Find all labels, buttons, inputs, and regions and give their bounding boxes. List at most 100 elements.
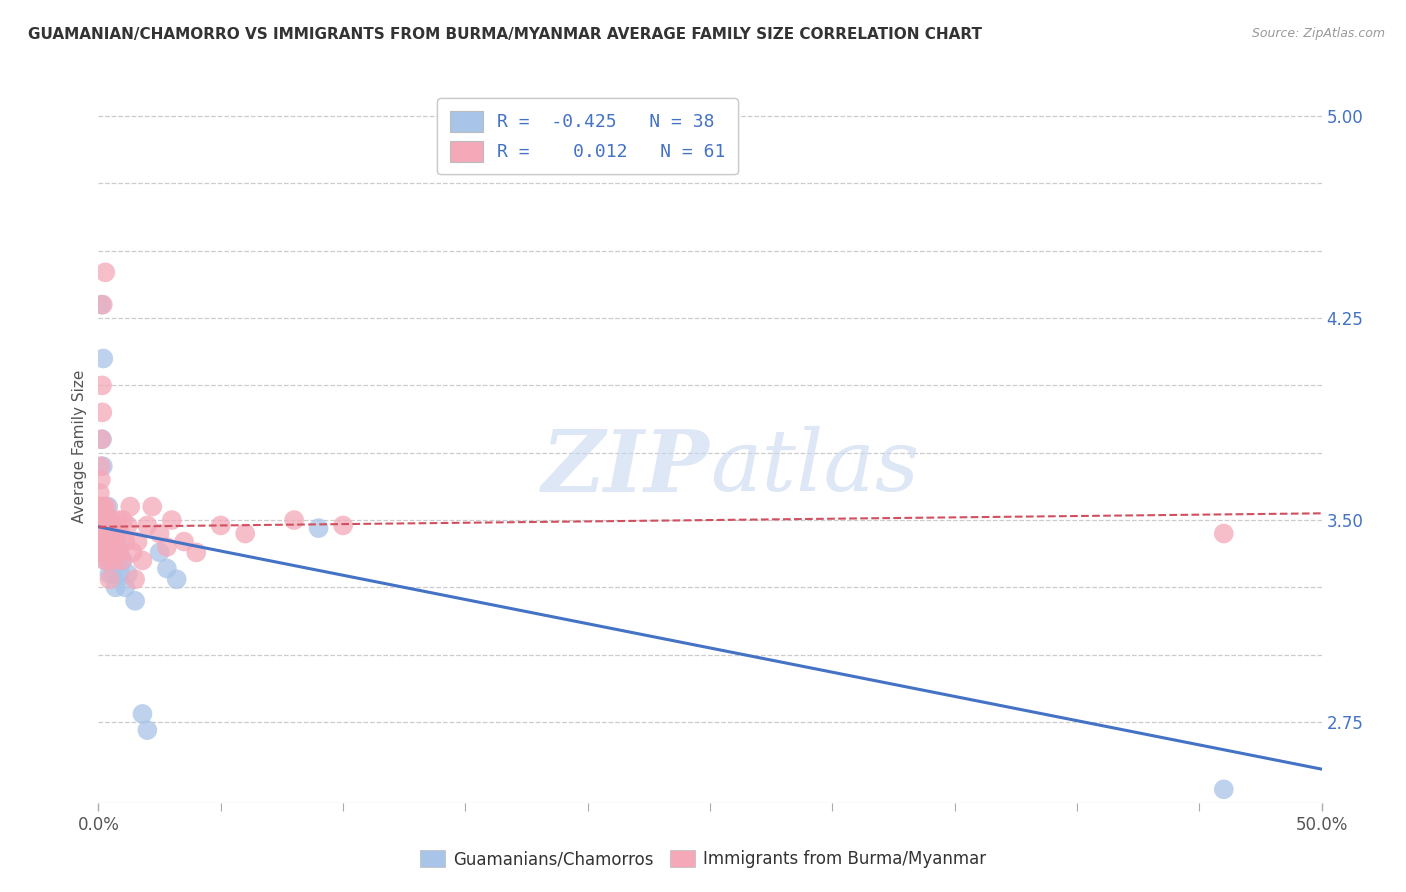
Text: ZIP: ZIP (543, 425, 710, 509)
Point (332, 518, 354, 533)
Point (98, 572, 121, 586)
Point (91, 432, 114, 446)
Point (90, 540, 112, 554)
Point (89, 534, 111, 549)
Text: atlas: atlas (710, 426, 920, 508)
Point (117, 518, 139, 533)
Point (103, 545, 125, 559)
Point (283, 513, 305, 527)
Point (111, 553, 134, 567)
Point (89, 545, 111, 559)
Point (131, 706, 153, 721)
Point (141, 500, 163, 514)
Point (110, 526, 132, 541)
Point (91, 298, 114, 312)
Point (166, 572, 188, 586)
Text: Source: ZipAtlas.com: Source: ZipAtlas.com (1251, 27, 1385, 40)
Point (91, 459, 114, 474)
Point (124, 572, 146, 586)
Point (1212, 782, 1234, 797)
Point (103, 553, 125, 567)
Point (136, 723, 159, 737)
Point (94, 553, 117, 567)
Point (104, 518, 127, 533)
Point (156, 561, 179, 575)
Point (111, 553, 134, 567)
Point (111, 513, 134, 527)
Point (89, 513, 111, 527)
Point (90, 432, 112, 446)
Point (110, 566, 132, 581)
Point (98, 534, 121, 549)
Point (90, 473, 112, 487)
Point (114, 580, 136, 594)
Point (127, 534, 149, 549)
Point (101, 534, 124, 549)
Point (91, 526, 114, 541)
Point (93, 513, 115, 527)
Point (90, 500, 112, 514)
Point (96, 545, 118, 559)
Point (97, 500, 120, 514)
Point (93, 534, 115, 549)
Point (97, 540, 120, 554)
Point (156, 540, 179, 554)
Point (117, 566, 139, 581)
Point (94, 553, 117, 567)
Point (104, 580, 127, 594)
Point (124, 594, 146, 608)
Point (149, 526, 172, 541)
Point (97, 513, 120, 527)
Point (89, 486, 111, 500)
Point (91, 378, 114, 392)
Point (105, 526, 128, 541)
Point (149, 545, 172, 559)
Point (121, 545, 143, 559)
Point (96, 500, 118, 514)
Point (98, 526, 121, 541)
Point (101, 566, 124, 581)
Point (94, 513, 117, 527)
Legend: R =  -0.425   N = 38, R =    0.012   N = 61: R = -0.425 N = 38, R = 0.012 N = 61 (437, 98, 738, 174)
Point (91, 500, 114, 514)
Point (308, 521, 330, 535)
Point (90, 298, 112, 312)
Point (107, 513, 129, 527)
Y-axis label: Average Family Size: Average Family Size (72, 369, 87, 523)
Point (97, 553, 120, 567)
Point (90, 459, 112, 474)
Point (91, 351, 114, 366)
Point (98, 566, 121, 581)
Point (101, 526, 124, 541)
Point (97, 545, 120, 559)
Point (94, 265, 117, 279)
Point (100, 513, 122, 527)
Point (131, 553, 153, 567)
Point (105, 540, 128, 554)
Point (96, 526, 118, 541)
Point (108, 540, 131, 554)
Point (93, 540, 115, 554)
Point (101, 553, 124, 567)
Point (90, 526, 112, 541)
Point (94, 545, 117, 559)
Legend: Guamanians/Chamorros, Immigrants from Burma/Myanmar: Guamanians/Chamorros, Immigrants from Bu… (413, 843, 993, 875)
Point (1212, 526, 1234, 541)
Point (96, 534, 118, 549)
Point (90, 500, 112, 514)
Point (136, 518, 159, 533)
Point (93, 526, 115, 541)
Point (89, 500, 111, 514)
Point (89, 526, 111, 541)
Point (173, 534, 195, 549)
Point (114, 534, 136, 549)
Point (93, 518, 115, 533)
Point (91, 513, 114, 527)
Point (233, 526, 256, 541)
Point (209, 518, 232, 533)
Point (91, 405, 114, 419)
Point (94, 518, 117, 533)
Point (107, 553, 129, 567)
Text: GUAMANIAN/CHAMORRO VS IMMIGRANTS FROM BURMA/MYANMAR AVERAGE FAMILY SIZE CORRELAT: GUAMANIAN/CHAMORRO VS IMMIGRANTS FROM BU… (28, 27, 983, 42)
Point (97, 526, 120, 541)
